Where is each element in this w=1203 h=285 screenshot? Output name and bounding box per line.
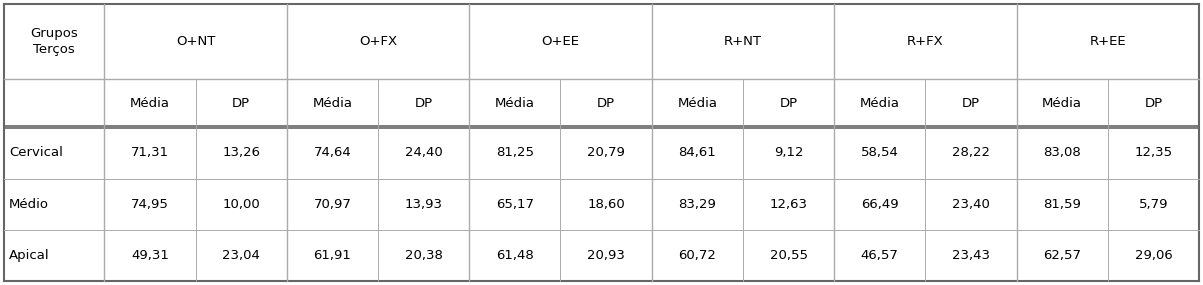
- Text: Média: Média: [677, 97, 717, 109]
- Text: 61,91: 61,91: [314, 249, 351, 262]
- Text: O+EE: O+EE: [541, 35, 580, 48]
- Text: 5,79: 5,79: [1139, 198, 1168, 211]
- Text: 81,59: 81,59: [1043, 198, 1081, 211]
- Text: R+FX: R+FX: [907, 35, 943, 48]
- Text: 61,48: 61,48: [496, 249, 534, 262]
- Text: Médio: Médio: [8, 198, 49, 211]
- Text: 58,54: 58,54: [861, 146, 899, 159]
- Text: Média: Média: [130, 97, 170, 109]
- Text: 9,12: 9,12: [774, 146, 804, 159]
- Text: 13,26: 13,26: [223, 146, 260, 159]
- Text: Média: Média: [860, 97, 900, 109]
- Text: 74,64: 74,64: [314, 146, 351, 159]
- Text: DP: DP: [962, 97, 980, 109]
- Text: 70,97: 70,97: [314, 198, 351, 211]
- Text: 74,95: 74,95: [131, 198, 168, 211]
- Text: 20,38: 20,38: [404, 249, 443, 262]
- Text: 71,31: 71,31: [131, 146, 170, 159]
- Text: DP: DP: [1144, 97, 1162, 109]
- Text: 20,55: 20,55: [770, 249, 807, 262]
- Text: 81,25: 81,25: [496, 146, 534, 159]
- Text: 83,29: 83,29: [678, 198, 716, 211]
- Text: 46,57: 46,57: [861, 249, 899, 262]
- Text: 84,61: 84,61: [678, 146, 716, 159]
- Text: 29,06: 29,06: [1134, 249, 1172, 262]
- Text: 23,40: 23,40: [952, 198, 990, 211]
- Text: 28,22: 28,22: [952, 146, 990, 159]
- Text: 24,40: 24,40: [404, 146, 443, 159]
- Text: 62,57: 62,57: [1043, 249, 1081, 262]
- Text: O+NT: O+NT: [176, 35, 215, 48]
- Text: Apical: Apical: [8, 249, 49, 262]
- Text: 66,49: 66,49: [861, 198, 899, 211]
- Text: DP: DP: [597, 97, 615, 109]
- Text: 10,00: 10,00: [223, 198, 260, 211]
- Text: DP: DP: [780, 97, 798, 109]
- Text: 60,72: 60,72: [678, 249, 716, 262]
- Text: 23,04: 23,04: [223, 249, 260, 262]
- Text: 23,43: 23,43: [952, 249, 990, 262]
- Text: DP: DP: [232, 97, 250, 109]
- Text: Grupos
Terços: Grupos Terços: [30, 27, 78, 56]
- Text: R+EE: R+EE: [1090, 35, 1126, 48]
- Text: Cervical: Cervical: [8, 146, 63, 159]
- Text: Média: Média: [313, 97, 352, 109]
- Text: 83,08: 83,08: [1043, 146, 1081, 159]
- Text: 20,79: 20,79: [587, 146, 626, 159]
- Text: 13,93: 13,93: [404, 198, 443, 211]
- Text: Média: Média: [1042, 97, 1083, 109]
- Text: 12,63: 12,63: [770, 198, 807, 211]
- Text: O+FX: O+FX: [358, 35, 397, 48]
- Text: 65,17: 65,17: [496, 198, 534, 211]
- Text: R+NT: R+NT: [724, 35, 761, 48]
- Text: Média: Média: [494, 97, 535, 109]
- Text: 49,31: 49,31: [131, 249, 168, 262]
- Text: 12,35: 12,35: [1134, 146, 1173, 159]
- Text: 20,93: 20,93: [587, 249, 626, 262]
- Text: DP: DP: [415, 97, 433, 109]
- Text: 18,60: 18,60: [587, 198, 624, 211]
